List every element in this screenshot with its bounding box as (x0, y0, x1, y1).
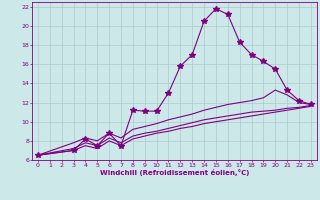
X-axis label: Windchill (Refroidissement éolien,°C): Windchill (Refroidissement éolien,°C) (100, 169, 249, 176)
